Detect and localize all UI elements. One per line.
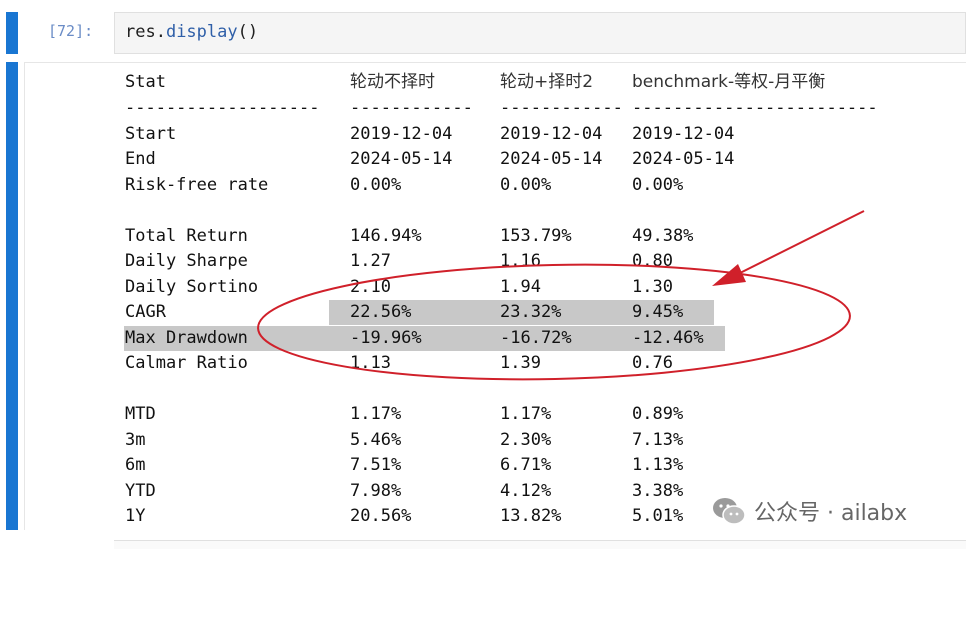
row-label: Risk-free rate: [125, 175, 269, 195]
cell-value: 1.27: [350, 251, 391, 271]
code-object: res.: [125, 22, 166, 42]
cell-value: 2024-05-14: [500, 149, 603, 169]
cell-value: -16.72%: [500, 328, 572, 348]
table-row: Total Return 146.94% 153.79% 49.38%: [125, 224, 693, 249]
table-row: Daily Sortino 2.10 1.94 1.30: [125, 275, 673, 300]
cell-value: 6.71%: [500, 455, 552, 475]
cell-value: 3.38%: [632, 481, 684, 501]
table-row: 6m 7.51% 6.71% 1.13%: [125, 453, 683, 478]
table-header: Stat 轮动不择时 轮动+择时2 benchmark-等权-月平衡: [125, 70, 825, 95]
cell-value: 2019-12-04: [632, 124, 735, 144]
cell-value: 146.94%: [350, 226, 422, 246]
table-row: Max Drawdown -19.96% -16.72% -12.46%: [125, 326, 704, 351]
cell-value: 153.79%: [500, 226, 572, 246]
row-label: CAGR: [125, 302, 166, 322]
output-cell-indicator: [6, 62, 18, 530]
row-label: Calmar Ratio: [125, 353, 248, 373]
cell-value: 2019-12-04: [350, 124, 453, 144]
row-label: Max Drawdown: [125, 328, 248, 348]
row-label: 1Y: [125, 506, 146, 526]
row-label: Total Return: [125, 226, 248, 246]
row-label: 3m: [125, 430, 146, 450]
table-row: MTD 1.17% 1.17% 0.89%: [125, 402, 683, 427]
cell-value: 1.39: [500, 353, 541, 373]
table-row: CAGR 22.56% 23.32% 9.45%: [125, 300, 683, 325]
cell-value: 13.82%: [500, 506, 562, 526]
next-cell-edge: [114, 540, 966, 549]
separator: ------------: [350, 98, 473, 118]
table-row: YTD 7.98% 4.12% 3.38%: [125, 479, 683, 504]
separator: -------------------: [125, 98, 320, 118]
cell-value: 1.30: [632, 277, 673, 297]
table-row: End 2024-05-14 2024-05-14 2024-05-14: [125, 147, 734, 172]
code-input[interactable]: res.display(): [114, 12, 966, 54]
code-parens: (): [237, 22, 259, 42]
row-label: YTD: [125, 481, 156, 501]
table-row: 1Y 20.56% 13.82% 5.01%: [125, 504, 683, 529]
input-cell-indicator: [6, 12, 18, 54]
watermark-text: 公众号 · ailabx: [754, 501, 908, 526]
output-area: [24, 62, 966, 530]
cell-value: 1.13: [350, 353, 391, 373]
cell-value: 9.45%: [632, 302, 684, 322]
cell-value: 22.56%: [350, 302, 412, 322]
cell-value: 0.89%: [632, 404, 684, 424]
table-row: Start 2019-12-04 2019-12-04 2019-12-04: [125, 122, 734, 147]
cell-value: 7.98%: [350, 481, 402, 501]
cell-value: 1.17%: [500, 404, 552, 424]
cell-value: 0.76: [632, 353, 673, 373]
cell-value: 5.46%: [350, 430, 402, 450]
cell-value: 23.32%: [500, 302, 562, 322]
cell-value: 2024-05-14: [632, 149, 735, 169]
cell-value: 4.12%: [500, 481, 552, 501]
cell-value: -19.96%: [350, 328, 422, 348]
cell-value: 2.30%: [500, 430, 552, 450]
highlight-cagr: [329, 300, 714, 325]
highlight-max-drawdown: [124, 326, 725, 351]
table-row: 3m 5.46% 2.30% 7.13%: [125, 428, 683, 453]
separator: ------------: [500, 98, 623, 118]
annotation-arrow-shaft: [727, 210, 865, 280]
cell-value: 49.38%: [632, 226, 694, 246]
annotation-ellipse: [257, 263, 851, 381]
cell-value: -12.46%: [632, 328, 704, 348]
row-label: Start: [125, 124, 177, 144]
table-row: Calmar Ratio 1.13 1.39 0.76: [125, 351, 673, 376]
header-stat: Stat: [125, 72, 166, 92]
cell-value: 0.00%: [500, 175, 552, 195]
header-col3: benchmark-等权-月平衡: [632, 72, 826, 92]
cell-value: 1.17%: [350, 404, 402, 424]
cell-prompt: [72]:: [48, 22, 94, 40]
row-label: End: [125, 149, 156, 169]
cell-value: 7.51%: [350, 455, 402, 475]
code-line: res.display(): [125, 22, 258, 42]
cell-value: 2024-05-14: [350, 149, 453, 169]
cell-value: 0.00%: [350, 175, 402, 195]
cell-value: 20.56%: [350, 506, 412, 526]
cell-value: 1.13%: [632, 455, 684, 475]
wechat-icon: [713, 498, 746, 525]
code-function: display: [165, 22, 238, 42]
cell-value: 1.94: [500, 277, 541, 297]
cell-value: 0.00%: [632, 175, 684, 195]
row-label: Daily Sharpe: [125, 251, 248, 271]
watermark: 公众号 · ailabx: [712, 494, 907, 528]
separator: ------------------------: [632, 98, 878, 118]
header-col1: 轮动不择时: [350, 72, 435, 92]
table-row: Risk-free rate 0.00% 0.00% 0.00%: [125, 173, 683, 198]
annotation-arrow-head: [712, 264, 746, 286]
row-label: MTD: [125, 404, 156, 424]
cell-value: 5.01%: [632, 506, 684, 526]
header-col2: 轮动+择时2: [500, 72, 594, 92]
row-label: Daily Sortino: [125, 277, 259, 297]
cell-value: 7.13%: [632, 430, 684, 450]
table-separator: ------------------- ------------ -------…: [125, 96, 878, 121]
row-label: 6m: [125, 455, 146, 475]
annotation-overlay: [257, 210, 865, 381]
cell-value: 2019-12-04: [500, 124, 603, 144]
